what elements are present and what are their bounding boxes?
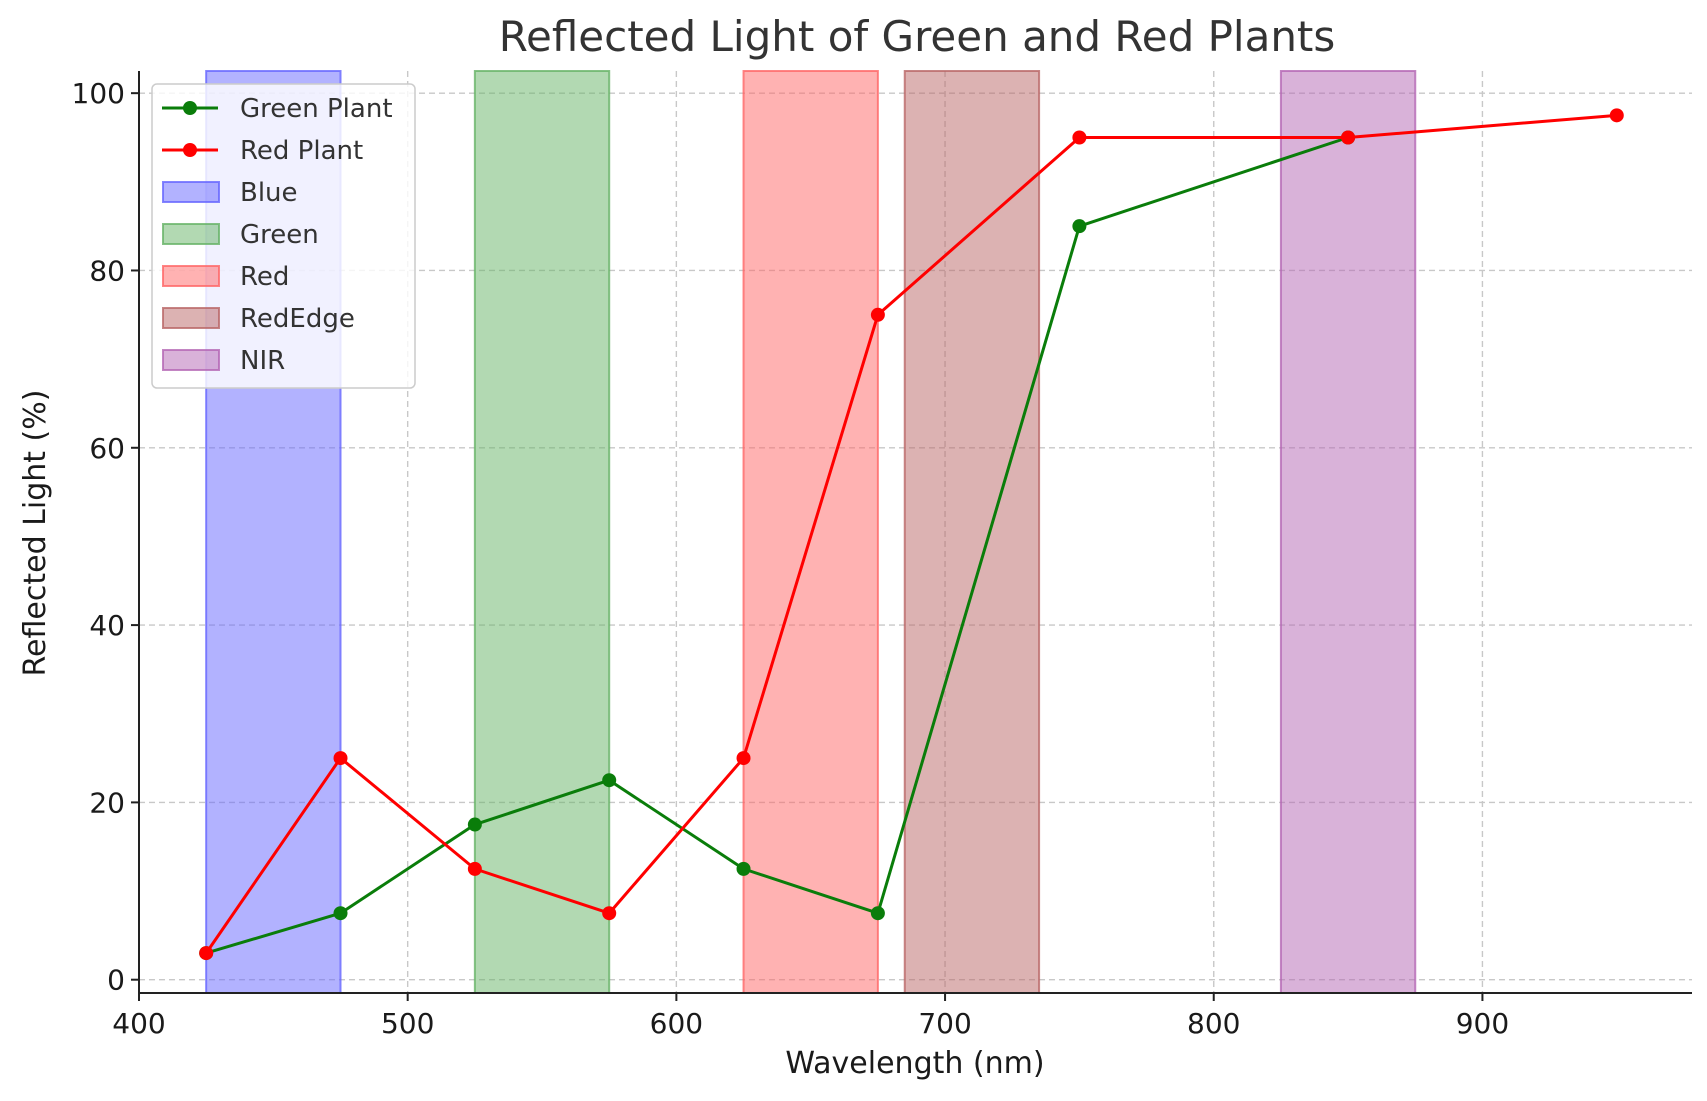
band-rededge — [903, 70, 1041, 994]
x-tick-label: 900 — [1456, 1007, 1509, 1040]
grid — [139, 71, 1692, 993]
data-point-green-plant — [1072, 219, 1087, 234]
legend-label-green: Green — [240, 220, 319, 250]
legend-marker-green-plant — [183, 101, 197, 115]
y-tick-label: 80 — [89, 254, 125, 287]
legend-label-blue: Blue — [240, 178, 298, 208]
data-point-red-plant — [736, 751, 751, 766]
legend-swatch-rededge — [162, 307, 220, 329]
ticks: 400 500 600 700 800 900 0 20 40 60 80 100 — [72, 77, 1510, 1040]
data-point-green-plant — [602, 773, 617, 788]
data-point-green-plant — [870, 906, 885, 921]
data-point-red-plant — [602, 906, 617, 921]
data-point-green-plant — [467, 817, 482, 832]
legend-swatch-red — [162, 265, 220, 287]
data-point-red-plant — [333, 751, 348, 766]
chart-title: Reflected Light of Green and Red Plants — [499, 12, 1336, 61]
x-tick-label: 700 — [918, 1007, 971, 1040]
legend-swatch-green — [162, 223, 220, 245]
legend-marker-red-plant — [183, 143, 197, 157]
band-green — [473, 70, 611, 994]
x-tick-label: 800 — [1187, 1007, 1240, 1040]
y-tick-label: 20 — [89, 786, 125, 819]
x-tick-label: 600 — [650, 1007, 703, 1040]
legend-label-red-plant: Red Plant — [240, 136, 363, 166]
band-nir — [1279, 70, 1417, 994]
y-tick-label: 60 — [89, 432, 125, 465]
data-point-red-plant — [467, 861, 482, 876]
y-tick-label: 100 — [72, 77, 125, 110]
series — [199, 108, 1624, 961]
y-tick-label: 0 — [107, 964, 125, 997]
legend-swatch-nir — [162, 349, 220, 371]
legend-swatch-blue — [162, 181, 220, 203]
data-point-green-plant — [333, 906, 348, 921]
data-point-green-plant — [736, 861, 751, 876]
legend-label-green-plant: Green Plant — [240, 94, 393, 124]
legend-label-nir: NIR — [240, 346, 285, 376]
y-axis-label: Reflected Light (%) — [18, 390, 53, 677]
series-red-plant — [199, 108, 1624, 961]
legend-label-red: Red — [240, 262, 289, 292]
legend: Green Plant Red Plant Blue Green Red RedEdge N… — [151, 83, 416, 389]
x-axis-label: Wavelength (nm) — [785, 1046, 1044, 1081]
data-point-red-plant — [1341, 130, 1356, 145]
x-tick-label: 500 — [381, 1007, 434, 1040]
x-tick-label: 400 — [112, 1007, 165, 1040]
y-tick-label: 40 — [89, 609, 125, 642]
axes — [138, 71, 1692, 994]
data-point-red-plant — [1072, 130, 1087, 145]
legend-label-rededge: RedEdge — [240, 304, 355, 334]
data-point-red-plant — [1609, 108, 1624, 123]
series-line-green-plant — [205, 136, 1349, 955]
data-point-red-plant — [199, 946, 214, 961]
data-point-red-plant — [870, 307, 885, 322]
